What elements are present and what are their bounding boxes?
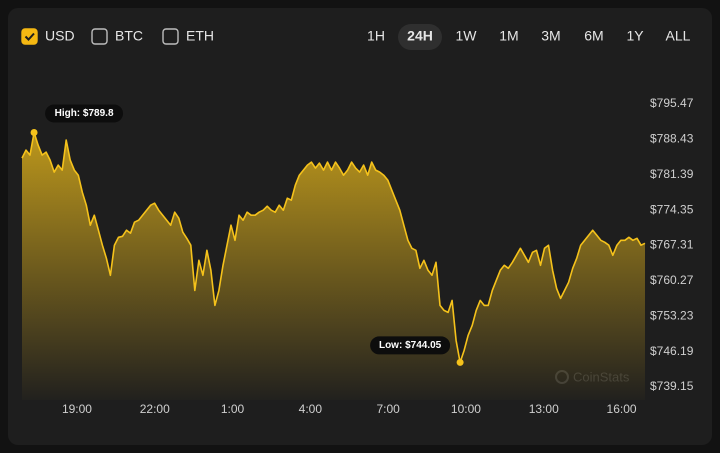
currency-label[interactable]: ETH (186, 28, 214, 44)
y-tick-label: $774.35 (650, 202, 694, 216)
checkbox[interactable] (91, 28, 108, 45)
y-tick-label: $746.19 (650, 344, 694, 358)
range-button[interactable]: 3M (541, 28, 560, 44)
checkmark (24, 32, 35, 41)
x-tick-label: 13:00 (529, 402, 559, 416)
x-tick-label: 16:00 (607, 402, 637, 416)
range-button[interactable]: 1M (499, 28, 518, 44)
range-button[interactable]: ALL (666, 28, 691, 44)
range-button[interactable]: 1Y (626, 28, 644, 44)
x-tick-label: 22:00 (140, 402, 170, 416)
y-tick-label: $760.27 (650, 273, 694, 287)
range-selected-bg (398, 24, 442, 50)
y-tick-label: $739.15 (650, 379, 694, 393)
currency-label[interactable]: USD (45, 28, 75, 44)
checkbox[interactable] (21, 28, 38, 45)
x-tick-label: 19:00 (62, 402, 92, 416)
range-button[interactable]: 6M (584, 28, 603, 44)
y-tick-label: $767.31 (650, 238, 694, 252)
currency-label[interactable]: BTC (115, 28, 143, 44)
checkbox[interactable] (162, 28, 179, 45)
range-button[interactable]: 24H (407, 28, 433, 44)
high-badge (45, 104, 124, 123)
low-point (456, 358, 464, 366)
area-fill (22, 132, 645, 400)
y-tick-label: $753.23 (650, 308, 694, 322)
x-tick-label: 7:00 (376, 402, 400, 416)
x-tick-label: 10:00 (451, 402, 481, 416)
high-label: High: $789.8 (55, 108, 114, 119)
range-button[interactable]: 1H (367, 28, 385, 44)
low-badge (370, 336, 451, 355)
range-button[interactable]: 1W (456, 28, 478, 44)
x-tick-label: 4:00 (299, 402, 323, 416)
low-label: Low: $744.05 (379, 340, 442, 351)
high-point (30, 128, 38, 136)
y-tick-label: $788.43 (650, 132, 694, 146)
price-line (21, 131, 646, 364)
y-tick-label: $795.47 (650, 96, 694, 110)
y-tick-label: $781.39 (650, 167, 694, 181)
x-tick-label: 1:00 (221, 402, 245, 416)
